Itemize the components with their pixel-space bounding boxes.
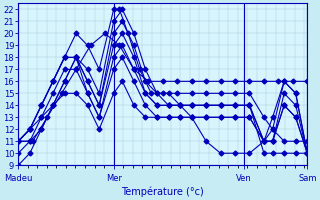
X-axis label: Température (°c): Température (°c): [121, 186, 204, 197]
